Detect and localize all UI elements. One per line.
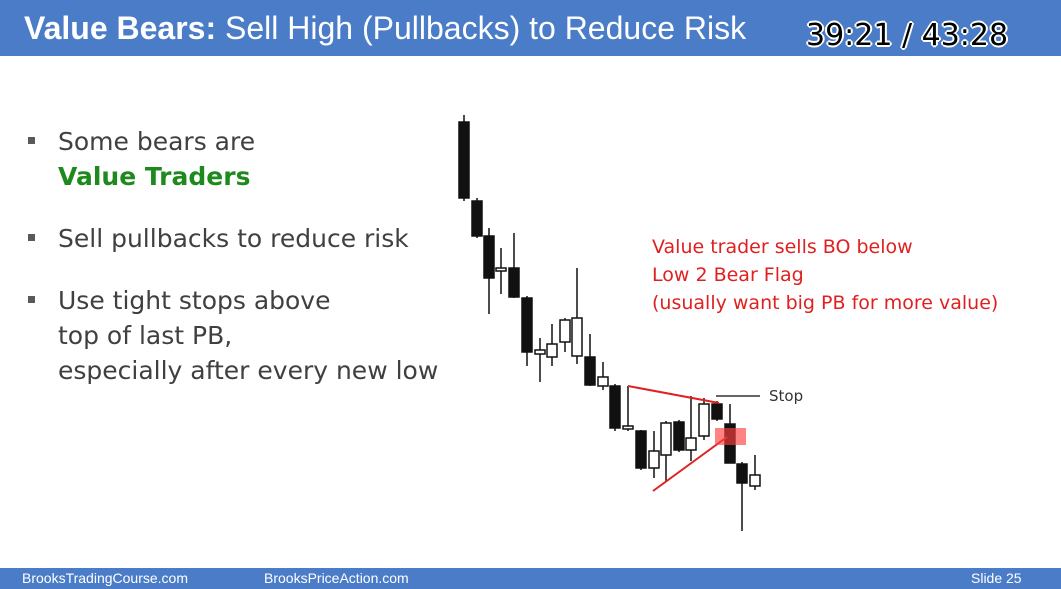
entry-marker — [715, 428, 746, 445]
flag-upper-line — [627, 385, 720, 404]
bullet-text: top of last PB, — [58, 321, 233, 350]
bear-candle-body — [471, 200, 483, 237]
footer-link-brookstradingcourse: BrooksTradingCourse.com — [22, 570, 188, 586]
annotation-line: (usually want big PB for more value) — [652, 292, 999, 314]
flag-lower-line — [652, 436, 728, 492]
bullet-item: Some bears are Value Traders — [28, 124, 448, 194]
bear-candle-body — [584, 356, 596, 386]
bear-candle-body — [711, 403, 723, 420]
bullet-item: Use tight stops above top of last PB, es… — [28, 283, 448, 388]
bullet-square-icon — [28, 137, 35, 144]
bull-candle-body — [660, 422, 672, 456]
bull-candle-body — [685, 437, 697, 451]
title-bar: Value Bears: Sell High (Pullbacks) to Re… — [0, 0, 1061, 56]
bull-candle-body — [571, 317, 583, 357]
bear-candle-body — [521, 297, 533, 353]
annotation-line: Low 2 Bear Flag — [652, 264, 804, 286]
bear-candle-body — [673, 421, 685, 451]
bull-candle-body — [597, 376, 609, 387]
bull-candle-body — [546, 343, 558, 358]
bull-candle-body — [534, 349, 546, 355]
value-traders-highlight: Value Traders — [58, 162, 251, 191]
bull-candle-body — [698, 403, 710, 437]
bull-candle-body — [559, 319, 571, 343]
bull-candle-body — [495, 267, 507, 272]
footer-link-brookspriceaction: BrooksPriceAction.com — [264, 570, 409, 586]
candles-group — [458, 115, 761, 531]
bullet-text: Some bears are — [58, 127, 256, 156]
slide-number: Slide 25 — [971, 570, 1022, 586]
bullet-text: especially after every new low — [58, 356, 439, 385]
bear-candle-body — [635, 430, 647, 469]
bullet-list: Some bears are Value Traders Sell pullba… — [28, 124, 448, 388]
bear-candle-body — [736, 463, 748, 484]
bullet-text: Use tight stops above — [58, 286, 331, 315]
stop-label: Stop — [769, 387, 804, 405]
bear-candle-body — [483, 235, 495, 279]
bear-candle-body — [458, 121, 470, 199]
slide-title: Value Bears: Sell High (Pullbacks) to Re… — [24, 6, 746, 50]
title-bold: Value Bears: — [24, 10, 217, 46]
bull-candle-body — [749, 474, 761, 487]
annotation-line: Value trader sells BO below — [652, 236, 913, 258]
video-timer: 39:21 / 43:28 — [806, 18, 1009, 53]
title-rest: Sell High (Pullbacks) to Reduce Risk — [216, 10, 747, 46]
bull-candle-body — [622, 425, 634, 430]
footer-bar: BrooksTradingCourse.com BrooksPriceActio… — [0, 568, 1061, 589]
bullet-square-icon — [28, 296, 35, 303]
bullet-square-icon — [28, 234, 35, 241]
bear-candle-body — [508, 267, 520, 298]
bullet-text: Sell pullbacks to reduce risk — [58, 224, 409, 253]
bear-candle-body — [609, 385, 621, 429]
chart-annotation: Value trader sells BO below Low 2 Bear F… — [652, 233, 998, 317]
bullet-item: Sell pullbacks to reduce risk — [28, 221, 448, 256]
bull-candle-body — [648, 450, 660, 469]
